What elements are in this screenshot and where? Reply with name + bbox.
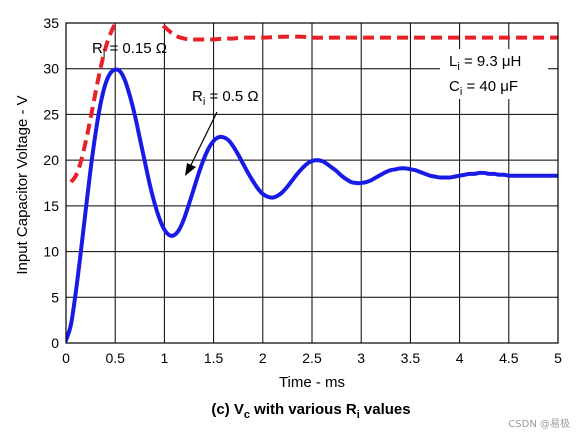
caption-mid: with various R bbox=[250, 401, 357, 418]
series-label-ri-015-main: R bbox=[92, 40, 103, 57]
x-tick-label: 1 bbox=[161, 350, 169, 366]
y-axis-title: Input Capacitor Voltage - V bbox=[14, 95, 31, 274]
caption-sub-i: i bbox=[357, 409, 360, 421]
y-tick-label: 0 bbox=[51, 335, 59, 351]
plot-border bbox=[65, 22, 559, 344]
inductance-label-rest: = 9.3 μH bbox=[460, 53, 522, 70]
series-label-ri-015: Ri = 0.15 Ω bbox=[92, 40, 167, 60]
x-tick-label: 2.5 bbox=[302, 350, 322, 366]
tick-labels: 0 0.5 1 1.5 2 2.5 3 3.5 4 4.5 5 0 5 10 15 20 25 30 35 bbox=[43, 15, 562, 366]
y-tick-label: 5 bbox=[51, 289, 59, 305]
capacitance-label: Ci = 40 μF bbox=[449, 78, 518, 98]
x-tick-label: 0.5 bbox=[105, 350, 125, 366]
caption-sub-c: c bbox=[244, 409, 250, 421]
x-tick-label: 0 bbox=[62, 350, 70, 366]
y-tick-label: 25 bbox=[43, 106, 59, 122]
caption-pre: (c) V bbox=[211, 401, 244, 418]
x-tick-label: 4 bbox=[456, 350, 464, 366]
series-label-ri-05-rest: = 0.5 Ω bbox=[205, 88, 258, 105]
series-label-ri-05: Ri = 0.5 Ω bbox=[192, 88, 259, 108]
component-annotations: Li = 9.3 μH Ci = 40 μF bbox=[440, 49, 548, 99]
series-line-ri-05 bbox=[66, 67, 558, 343]
y-tick-label: 35 bbox=[43, 15, 59, 31]
y-tick-label: 30 bbox=[43, 61, 59, 77]
capacitance-label-main: C bbox=[449, 78, 460, 95]
series-label-ri-05-sub: i bbox=[203, 96, 205, 108]
x-tick-label: 5 bbox=[554, 350, 562, 366]
watermark: CSDN @易极 bbox=[508, 417, 570, 430]
caption-post: values bbox=[360, 401, 411, 418]
inductance-label-main: L bbox=[449, 53, 457, 70]
x-tick-label: 4.5 bbox=[499, 350, 519, 366]
y-tick-label: 15 bbox=[43, 198, 59, 214]
figure-caption: (c) Vc with various Ri values bbox=[211, 401, 410, 421]
plot-frame bbox=[65, 22, 559, 344]
x-tick-label: 2 bbox=[259, 350, 267, 366]
inductance-label: Li = 9.3 μH bbox=[449, 53, 521, 73]
x-tick-label: 1.5 bbox=[204, 350, 224, 366]
series-label-ri-015-rest: = 0.15 Ω bbox=[105, 40, 167, 57]
x-tick-label: 3 bbox=[357, 350, 365, 366]
series-label-ri-05-main: R bbox=[192, 88, 203, 105]
capacitance-label-sub: i bbox=[460, 86, 462, 98]
y-tick-label: 10 bbox=[43, 244, 59, 260]
series-line-ri-015 bbox=[69, 23, 558, 184]
inductance-label-sub: i bbox=[457, 61, 459, 73]
x-tick-label: 3.5 bbox=[401, 350, 421, 366]
series-label-arrow bbox=[185, 111, 218, 176]
capacitance-label-rest: = 40 μF bbox=[462, 78, 518, 95]
series-layer bbox=[66, 23, 558, 343]
x-axis-title: Time - ms bbox=[279, 374, 345, 391]
series-label-ri-015-sub: i bbox=[103, 48, 105, 60]
y-tick-label: 20 bbox=[43, 152, 59, 168]
